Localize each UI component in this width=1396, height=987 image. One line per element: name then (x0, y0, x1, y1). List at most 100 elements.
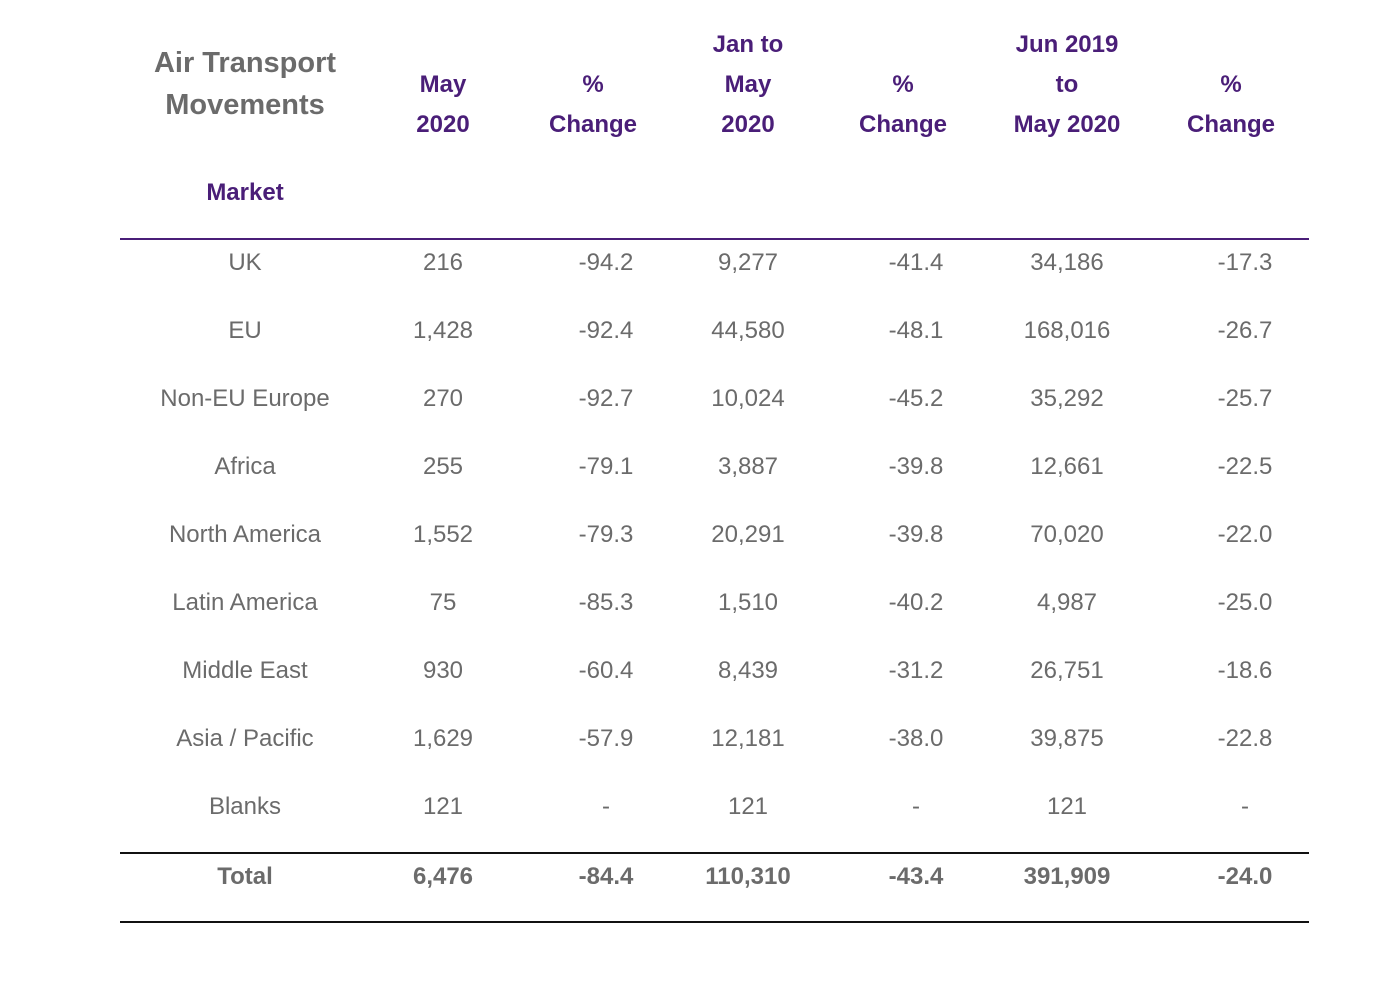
total-row: Total 6,476 -84.4 110,310 -43.4 391,909 … (0, 857, 1396, 897)
value-cell: 12,181 (711, 725, 785, 752)
value-cell: 26,751 (1030, 657, 1104, 684)
table-row: UK 216 -94.2 9,277 -41.4 34,186 -17.3 (0, 243, 1396, 283)
header-pct-change-1: % Change (533, 65, 653, 145)
total-value: -84.4 (578, 863, 634, 890)
value-cell: -79.3 (578, 521, 634, 548)
header-line: May (724, 71, 772, 98)
value-cell: -48.1 (888, 317, 944, 344)
value-cell: 10,024 (711, 385, 785, 412)
header-pct-change-3: % Change (1171, 65, 1291, 145)
market-cell: Blanks (208, 793, 282, 820)
value-cell: 75 (429, 589, 457, 616)
table-row: Middle East 930 -60.4 8,439 -31.2 26,751… (0, 651, 1396, 691)
value-cell: -40.2 (888, 589, 944, 616)
market-cell: Africa (214, 453, 276, 480)
header-line: 2020 (416, 111, 470, 138)
header-pct-change-2: % Change (843, 65, 963, 145)
market-cell: Asia / Pacific (176, 725, 314, 752)
value-cell: 1,428 (412, 317, 474, 344)
value-cell: -41.4 (888, 249, 944, 276)
header-line: May 2020 (1013, 111, 1121, 138)
header-divider (120, 238, 1309, 240)
value-cell: -22.5 (1217, 453, 1273, 480)
value-cell: 20,291 (711, 521, 785, 548)
header-line: % (1220, 71, 1242, 98)
header-line: % (892, 71, 914, 98)
value-cell: 4,987 (1036, 589, 1098, 616)
table-row: Africa 255 -79.1 3,887 -39.8 12,661 -22.… (0, 447, 1396, 487)
value-cell: -57.9 (578, 725, 634, 752)
value-cell: -22.0 (1217, 521, 1273, 548)
header-line: to (1055, 71, 1079, 98)
value-cell: 44,580 (711, 317, 785, 344)
table-row: Non-EU Europe 270 -92.7 10,024 -45.2 35,… (0, 379, 1396, 419)
header-line: Change (858, 111, 947, 138)
value-cell: 1,552 (412, 521, 474, 548)
value-cell: 930 (422, 657, 464, 684)
market-cell: EU (228, 317, 262, 344)
header-line: Jun 2019 (1015, 31, 1119, 58)
table-row: EU 1,428 -92.4 44,580 -48.1 168,016 -26.… (0, 311, 1396, 351)
value-cell: -92.7 (578, 385, 634, 412)
value-cell: 35,292 (1030, 385, 1104, 412)
value-cell: -92.4 (578, 317, 634, 344)
value-cell: -79.1 (578, 453, 634, 480)
value-cell: 121 (422, 793, 464, 820)
table-row: Asia / Pacific 1,629 -57.9 12,181 -38.0 … (0, 719, 1396, 759)
market-cell: Latin America (172, 589, 318, 616)
header-line: 2020 (721, 111, 775, 138)
header-line: May (419, 71, 467, 98)
value-cell: 1,629 (412, 725, 474, 752)
market-column-label: Market (206, 179, 284, 206)
value-cell: 255 (422, 453, 464, 480)
value-cell: -31.2 (888, 657, 944, 684)
value-cell: 270 (422, 385, 464, 412)
value-cell: -39.8 (888, 453, 944, 480)
value-cell: 168,016 (1023, 317, 1111, 344)
market-cell: UK (228, 249, 262, 276)
value-cell: -85.3 (578, 589, 634, 616)
value-cell: - (912, 793, 920, 820)
header-jun-2019-to-may-2020: Jun 2019 to May 2020 (987, 25, 1147, 145)
value-cell: -25.7 (1217, 385, 1273, 412)
value-cell: - (1241, 793, 1249, 820)
table-title-line-2: Movements (165, 89, 325, 121)
total-value: 6,476 (412, 863, 474, 890)
value-cell: -38.0 (888, 725, 944, 752)
value-cell: 9,277 (717, 249, 779, 276)
total-label: Total (217, 863, 273, 890)
value-cell: 8,439 (717, 657, 779, 684)
header-line: % (582, 71, 604, 98)
header-jan-to-may-2020: Jan to May 2020 (678, 25, 818, 145)
value-cell: 12,661 (1030, 453, 1104, 480)
value-cell: 70,020 (1030, 521, 1104, 548)
value-cell: -22.8 (1217, 725, 1273, 752)
total-value: -24.0 (1217, 863, 1273, 890)
table-row: Latin America 75 -85.3 1,510 -40.2 4,987… (0, 583, 1396, 623)
table-title: Air Transport Movements (120, 42, 370, 126)
total-bottom-divider (120, 921, 1309, 923)
header-line: Change (1186, 111, 1275, 138)
value-cell: -94.2 (578, 249, 634, 276)
total-value: 391,909 (1023, 863, 1111, 890)
total-value: -43.4 (888, 863, 944, 890)
market-cell: Non-EU Europe (160, 385, 330, 412)
value-cell: -39.8 (888, 521, 944, 548)
value-cell: -45.2 (888, 385, 944, 412)
market-cell: North America (168, 521, 322, 548)
total-value: 110,310 (705, 863, 791, 890)
header-line: Jan to (712, 31, 784, 58)
value-cell: 216 (422, 249, 464, 276)
value-cell: 121 (1046, 793, 1088, 820)
value-cell: -17.3 (1217, 249, 1273, 276)
value-cell: 1,510 (717, 589, 779, 616)
value-cell: -18.6 (1217, 657, 1273, 684)
table-title-line-1: Air Transport (153, 47, 337, 79)
value-cell: - (602, 793, 610, 820)
value-cell: 121 (727, 793, 769, 820)
header-may-2020: May 2020 (383, 65, 503, 145)
total-top-divider (120, 852, 1309, 854)
header-line: Change (548, 111, 637, 138)
value-cell: -60.4 (578, 657, 634, 684)
value-cell: -25.0 (1217, 589, 1273, 616)
